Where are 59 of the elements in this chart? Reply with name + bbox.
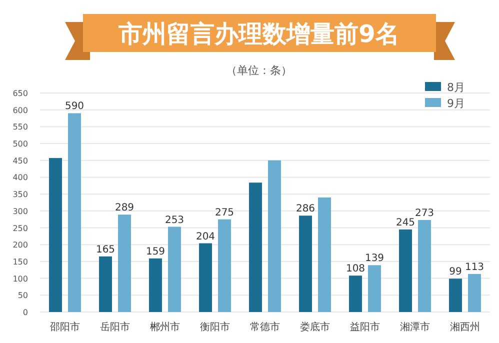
legend-label: 9月 [447, 97, 465, 110]
y-tick-label: 500 [12, 140, 28, 149]
chart-subtitle: （单位：条） [226, 64, 292, 77]
bar [249, 182, 262, 312]
bar [218, 219, 231, 312]
data-label: 275 [214, 207, 234, 218]
y-tick-label: 400 [12, 173, 28, 182]
x-tick-label: 湘潭市 [400, 321, 430, 333]
x-tick-label: 益阳市 [350, 321, 380, 333]
bar [168, 226, 181, 312]
data-label: 113 [464, 262, 484, 273]
y-tick-label: 650 [12, 89, 28, 98]
bar [349, 276, 362, 312]
bar [418, 220, 431, 312]
legend-label: 8月 [447, 81, 465, 94]
chart-title: 市州留言办理数增量前9名 [118, 20, 400, 48]
data-label: 204 [196, 231, 216, 242]
bar [49, 158, 62, 312]
data-label: 245 [396, 217, 416, 228]
bar [399, 229, 412, 312]
bar [268, 160, 281, 312]
x-tick-label: 郴州市 [150, 321, 180, 333]
data-label: 165 [96, 244, 116, 256]
x-tick-label: 湘西州 [450, 321, 480, 333]
bar [318, 197, 331, 312]
bar [299, 216, 312, 312]
bar [199, 243, 212, 312]
y-tick-label: 350 [12, 190, 28, 200]
y-tick-label: 0 [22, 308, 28, 317]
data-label: 108 [346, 264, 366, 275]
y-tick-label: 550 [12, 122, 28, 132]
data-label: 139 [364, 253, 384, 264]
bar [149, 258, 162, 312]
y-tick-label: 100 [12, 274, 28, 284]
data-label: 273 [414, 208, 434, 220]
data-label: 99 [449, 266, 462, 278]
data-label: 159 [146, 246, 166, 258]
y-tick-label: 250 [12, 224, 28, 233]
y-tick-label: 450 [12, 156, 28, 166]
bar [368, 265, 381, 312]
x-tick-label: 常德市 [250, 321, 280, 333]
data-label: 590 [64, 101, 84, 112]
y-tick-label: 600 [12, 106, 28, 115]
data-label: 253 [164, 214, 184, 226]
x-tick-label: 衡阳市 [200, 321, 230, 333]
x-tick-label: 娄底市 [300, 321, 330, 333]
bar [99, 256, 112, 312]
bar [118, 214, 131, 312]
y-tick-label: 200 [12, 240, 28, 250]
bar [468, 274, 481, 312]
y-tick-label: 300 [12, 206, 28, 216]
data-label: 289 [114, 202, 134, 214]
x-tick-label: 岳阳市 [100, 321, 130, 333]
bar [449, 278, 462, 312]
bar [68, 113, 81, 312]
y-tick-label: 50 [18, 291, 28, 300]
data-label: 286 [296, 204, 316, 215]
x-tick-label: 邵阳市 [50, 321, 80, 333]
y-tick-label: 150 [12, 257, 28, 266]
